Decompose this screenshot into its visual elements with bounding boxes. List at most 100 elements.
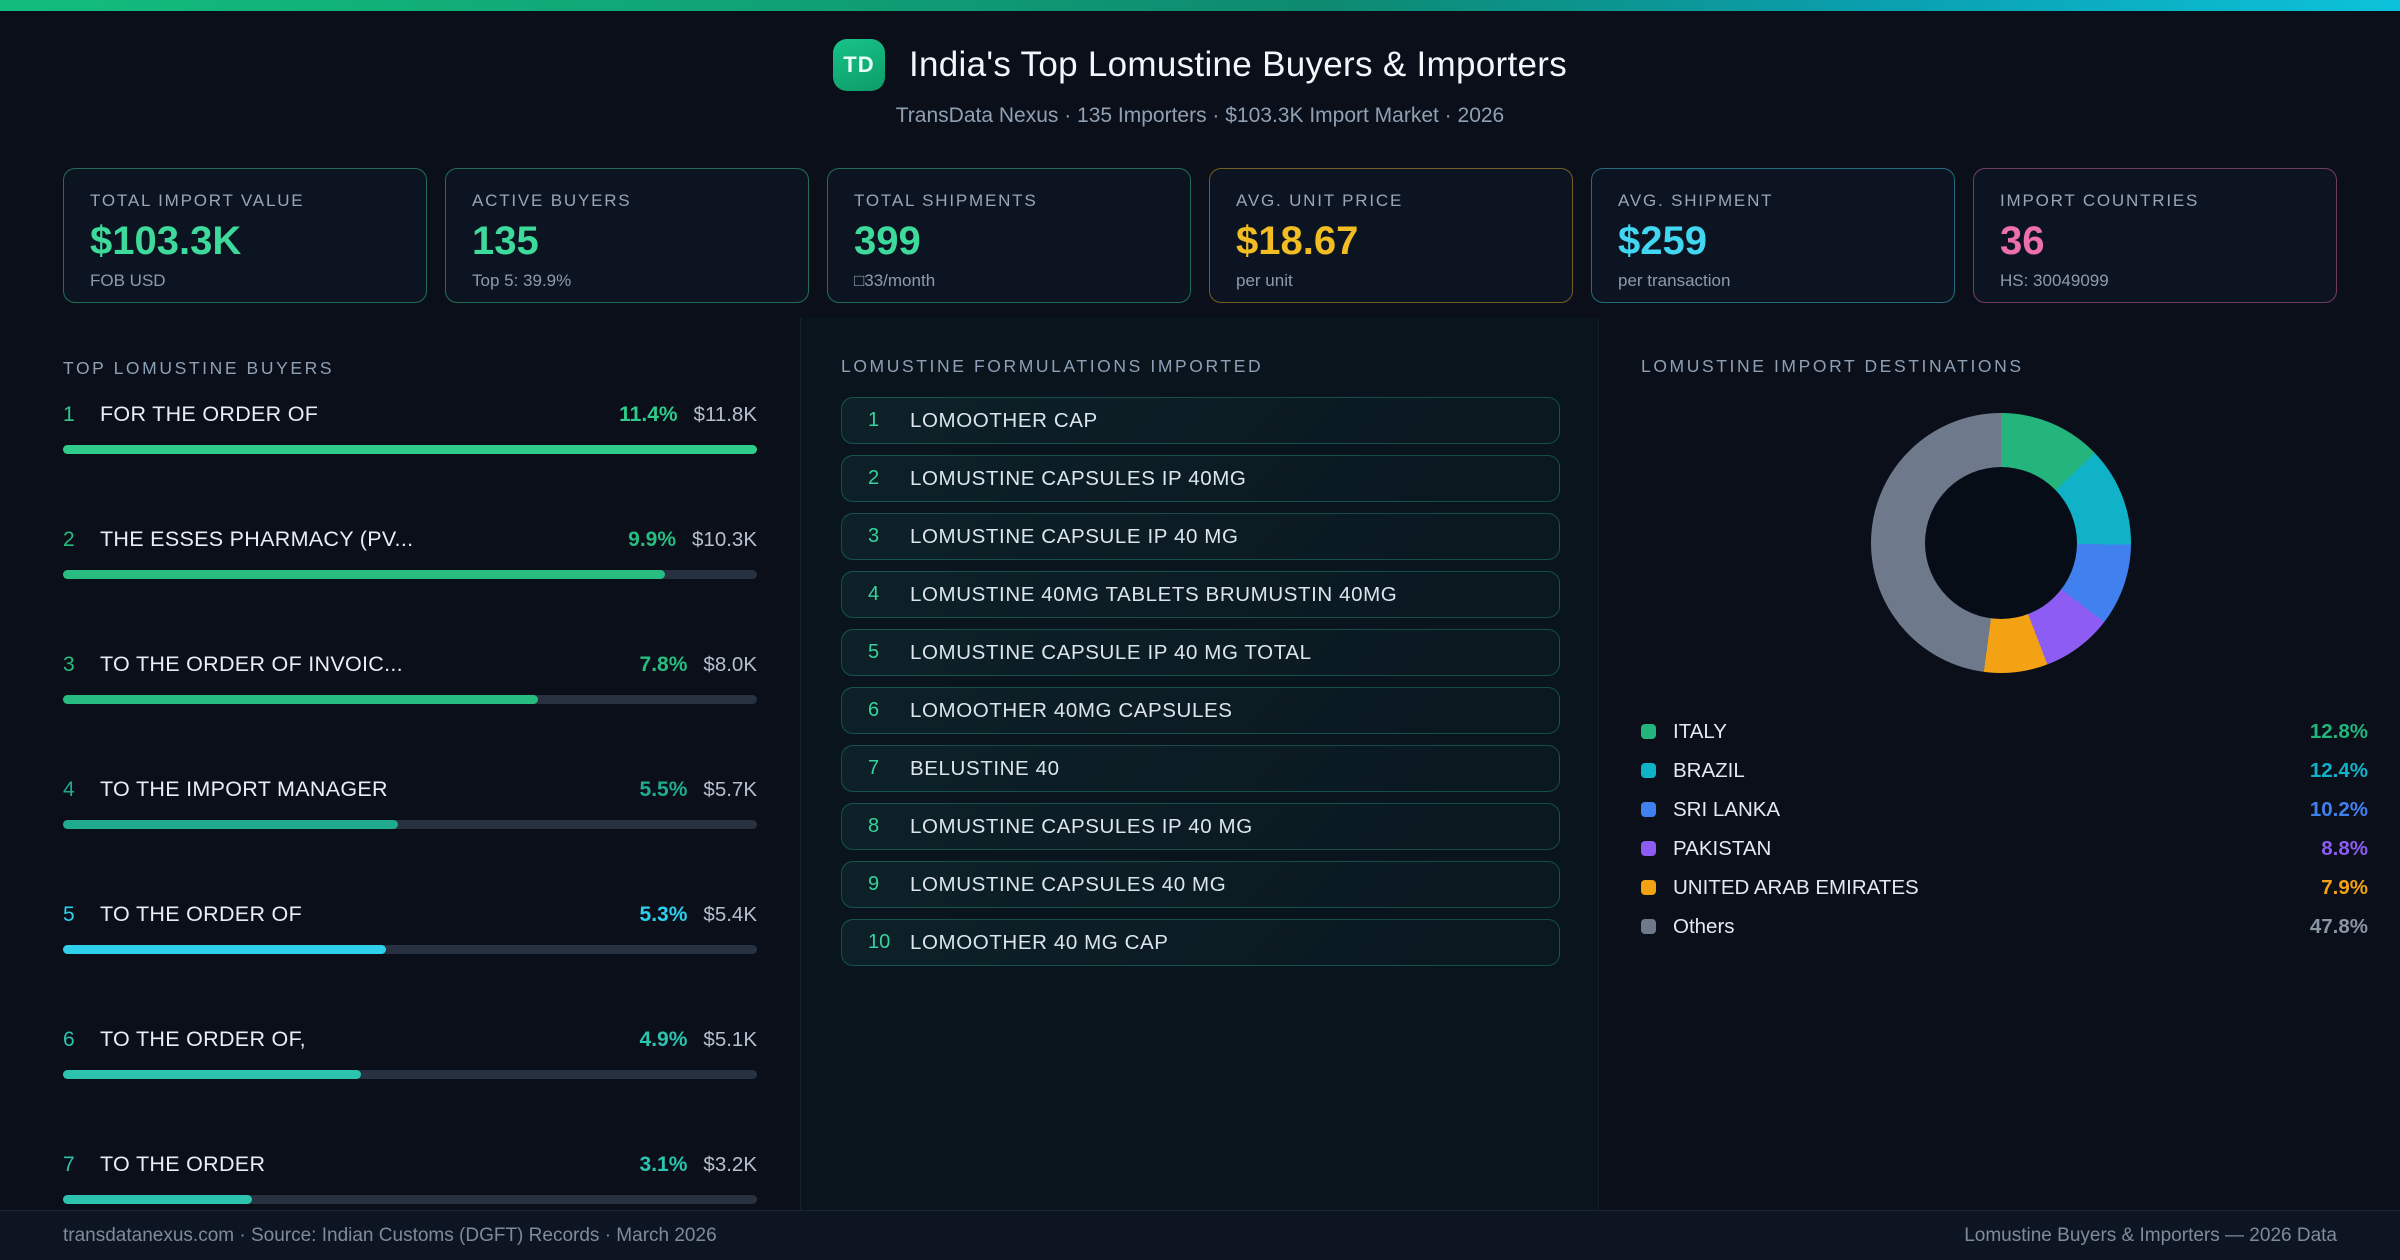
stat-value: $18.67	[1236, 219, 1359, 263]
formulation-pill[interactable]: 9 LOMUSTINE CAPSULES 40 MG	[841, 861, 1560, 908]
buyer-rank: 1	[63, 403, 75, 426]
buyer-bar-track	[63, 1195, 757, 1204]
formulation-pill[interactable]: 4 LOMUSTINE 40MG TABLETS BRUMUSTIN 40MG	[841, 571, 1560, 618]
stat-card: TOTAL IMPORT VALUE $103.3K FOB USD	[63, 168, 427, 303]
formulation-pill[interactable]: 6 LOMOOTHER 40MG CAPSULES	[841, 687, 1560, 734]
legend-row[interactable]: UNITED ARAB EMIRATES 7.9%	[1641, 868, 2368, 907]
buyer-row: 6 TO THE ORDER OF, 4.9% $5.1K	[63, 1026, 757, 1079]
buyer-row: 3 TO THE ORDER OF INVOIC... 7.8% $8.0K	[63, 651, 757, 704]
footer-note: Lomustine Buyers & Importers — 2026 Data	[1964, 1224, 2337, 1246]
legend-row[interactable]: BRAZIL 12.4%	[1641, 751, 2368, 790]
buyer-rank: 3	[63, 653, 75, 676]
buyers-panel: TOP LOMUSTINE BUYERS 1 FOR THE ORDER OF …	[0, 318, 800, 1210]
stat-sub: □33/month	[854, 271, 936, 290]
buyer-amount: $11.8K	[693, 403, 757, 426]
formulation-name: LOMUSTINE CAPSULES IP 40 MG	[910, 814, 1253, 838]
legend-row[interactable]: ITALY 12.8%	[1641, 712, 2368, 751]
buyer-amount: $8.0K	[703, 653, 757, 676]
buyer-name: TO THE IMPORT MANAGER	[100, 777, 388, 801]
formulations-list: 1 LOMOOTHER CAP 2 LOMUSTINE CAPSULES IP …	[841, 397, 1560, 966]
buyers-list: 1 FOR THE ORDER OF 11.4% $11.8K 2 THE ES…	[63, 401, 757, 1204]
buyer-amount: $5.4K	[703, 903, 757, 926]
formulation-rank: 10	[868, 931, 891, 953]
legend-swatch	[1641, 763, 1656, 778]
legend-swatch	[1641, 724, 1656, 739]
legend-label: SRI LANKA	[1673, 797, 1781, 821]
stat-value: $259	[1618, 219, 1707, 263]
buyer-rank: 7	[63, 1153, 75, 1176]
buyer-bar-fill	[63, 570, 666, 579]
formulation-pill[interactable]: 10 LOMOOTHER 40 MG CAP	[841, 919, 1560, 966]
stat-sub: per transaction	[1618, 271, 1731, 290]
stat-value: $103.3K	[90, 219, 242, 263]
formulation-rank: 8	[868, 815, 880, 837]
donut-hole	[1925, 467, 2077, 619]
legend-label: PAKISTAN	[1673, 836, 1772, 860]
formulations-panel: LOMUSTINE FORMULATIONS IMPORTED 1 LOMOOT…	[800, 318, 1598, 1210]
buyer-bar-fill	[63, 695, 538, 704]
destinations-panel: LOMUSTINE IMPORT DESTINATIONS ITALY 12.8…	[1598, 318, 2400, 1210]
formulation-name: LOMUSTINE CAPSULES 40 MG	[910, 872, 1227, 896]
legend-label: BRAZIL	[1673, 758, 1745, 782]
top-accent-bar	[0, 0, 2400, 11]
legend-label: ITALY	[1673, 719, 1727, 743]
buyer-rank: 5	[63, 903, 75, 926]
stat-value: 399	[854, 219, 921, 263]
buyer-bar-track	[63, 695, 757, 704]
formulation-name: LOMUSTINE 40MG TABLETS BRUMUSTIN 40MG	[910, 582, 1398, 606]
formulation-rank: 2	[868, 467, 880, 489]
formulation-rank: 1	[868, 409, 880, 431]
formulation-pill[interactable]: 7 BELUSTINE 40	[841, 745, 1560, 792]
stat-value: 36	[2000, 219, 2045, 263]
donut-chart	[1871, 413, 2131, 673]
buyer-pct: 7.8%	[639, 653, 688, 676]
formulation-rank: 7	[868, 757, 880, 779]
buyer-row: 2 THE ESSES PHARMACY (PV... 9.9% $10.3K	[63, 526, 757, 579]
stat-label: AVG. UNIT PRICE	[1236, 191, 1404, 210]
stat-card: AVG. SHIPMENT $259 per transaction	[1591, 168, 1955, 303]
buyer-bar-track	[63, 820, 757, 829]
buyer-row: 1 FOR THE ORDER OF 11.4% $11.8K	[63, 401, 757, 454]
header: TD India's Top Lomustine Buyers & Import…	[0, 11, 2400, 128]
legend-pct: 47.8%	[2309, 914, 2368, 938]
buyer-bar-track	[63, 445, 757, 454]
buyer-name: THE ESSES PHARMACY (PV...	[100, 527, 414, 551]
stat-label: AVG. SHIPMENT	[1618, 191, 1774, 210]
legend-pct: 7.9%	[2321, 875, 2368, 899]
buyer-row: 7 TO THE ORDER 3.1% $3.2K	[63, 1151, 757, 1204]
stat-sub: per unit	[1236, 271, 1293, 290]
page-subtitle: TransData Nexus · 135 Importers · $103.3…	[895, 104, 1505, 127]
buyer-bar-fill	[63, 945, 386, 954]
buyer-amount: $5.7K	[703, 778, 757, 801]
main-content: TOP LOMUSTINE BUYERS 1 FOR THE ORDER OF …	[0, 318, 2400, 1210]
stats-row: TOTAL IMPORT VALUE $103.3K FOB USD ACTIV…	[63, 168, 2337, 303]
legend-row[interactable]: SRI LANKA 10.2%	[1641, 790, 2368, 829]
formulation-pill[interactable]: 3 LOMUSTINE CAPSULE IP 40 MG	[841, 513, 1560, 560]
buyer-bar-fill	[63, 1070, 362, 1079]
legend-pct: 10.2%	[2309, 797, 2368, 821]
formulation-name: LOMUSTINE CAPSULE IP 40 MG	[910, 524, 1239, 548]
formulation-pill[interactable]: 2 LOMUSTINE CAPSULES IP 40MG	[841, 455, 1560, 502]
buyer-name: TO THE ORDER OF INVOIC...	[100, 652, 403, 676]
formulation-name: LOMOOTHER 40 MG CAP	[910, 930, 1169, 954]
buyer-name: FOR THE ORDER OF	[100, 402, 319, 426]
formulation-rank: 9	[868, 873, 880, 895]
buyer-row: 5 TO THE ORDER OF 5.3% $5.4K	[63, 901, 757, 954]
stat-card: AVG. UNIT PRICE $18.67 per unit	[1209, 168, 1573, 303]
formulation-name: BELUSTINE 40	[910, 756, 1060, 780]
buyer-bar-fill	[63, 1195, 252, 1204]
formulation-pill[interactable]: 1 LOMOOTHER CAP	[841, 397, 1560, 444]
page-title: India's Top Lomustine Buyers & Importers	[908, 45, 1568, 84]
legend-swatch	[1641, 802, 1656, 817]
formulation-pill[interactable]: 5 LOMUSTINE CAPSULE IP 40 MG TOTAL	[841, 629, 1560, 676]
stat-sub: HS: 30049099	[2000, 271, 2109, 290]
formulation-rank: 4	[868, 583, 880, 605]
stat-sub: Top 5: 39.9%	[472, 271, 572, 290]
legend-row[interactable]: Others 47.8%	[1641, 907, 2368, 946]
footer: transdatanexus.com · Source: Indian Cust…	[0, 1210, 2400, 1260]
buyer-pct: 5.3%	[639, 903, 688, 926]
buyer-pct: 3.1%	[639, 1153, 688, 1176]
legend-row[interactable]: PAKISTAN 8.8%	[1641, 829, 2368, 868]
formulation-pill[interactable]: 8 LOMUSTINE CAPSULES IP 40 MG	[841, 803, 1560, 850]
stat-label: ACTIVE BUYERS	[472, 191, 632, 210]
